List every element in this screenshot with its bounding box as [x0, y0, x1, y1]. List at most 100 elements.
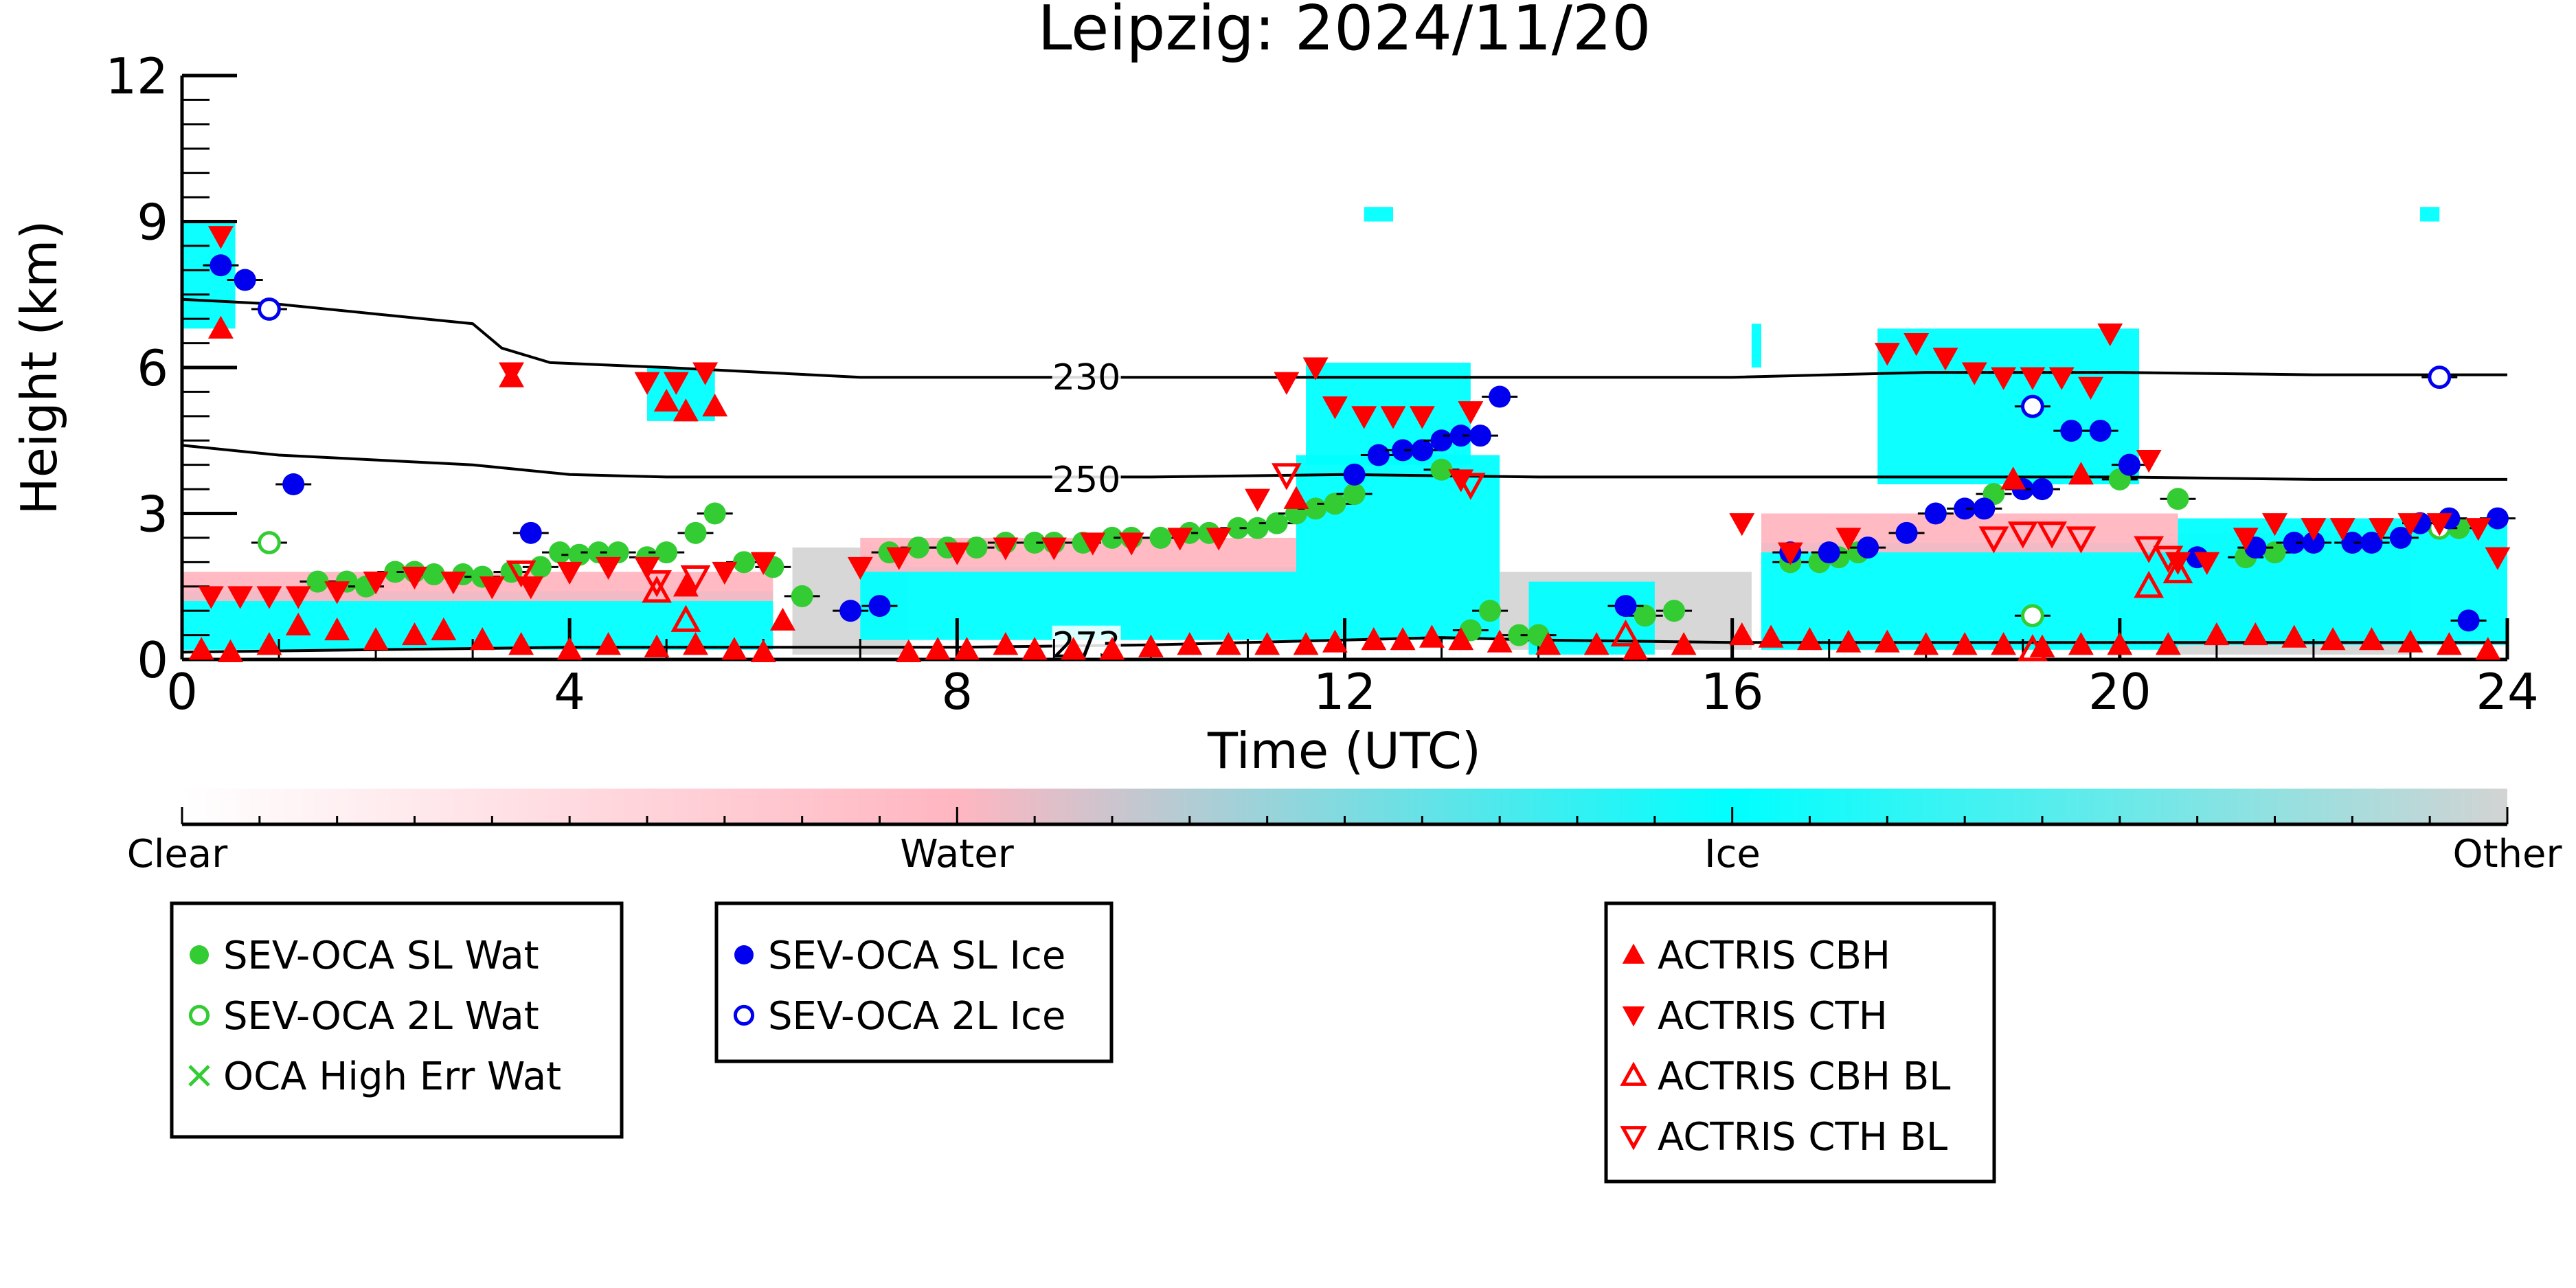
data-point	[596, 632, 622, 655]
data-point	[993, 537, 1019, 561]
data-point	[2263, 541, 2286, 564]
legends: SEV-OCA SL Wat SEV-OCA 2L Wat OCA High Err…	[170, 901, 1996, 1184]
colorbar-label-water: Water	[900, 832, 1015, 877]
data-point	[1272, 463, 1302, 490]
x-tick-label: 4	[554, 663, 585, 721]
colorbar-ticks	[181, 807, 2509, 824]
data-point	[847, 556, 873, 580]
data-point	[2341, 532, 2364, 554]
y-tick-label: 9	[137, 194, 168, 251]
data-point	[2018, 634, 2048, 662]
legend-marker	[190, 945, 209, 964]
data-point	[684, 521, 707, 544]
x-tick-label: 12	[1313, 663, 1377, 721]
data-point	[1978, 526, 2009, 554]
data-point	[431, 617, 457, 641]
data-point	[1932, 348, 1958, 371]
chart-title: Leipzig: 2024/11/20	[1037, 0, 1651, 65]
data-point	[2060, 420, 2083, 442]
data-point	[1489, 385, 1511, 408]
data-point	[556, 637, 583, 660]
series-sev-oca-sl-ice	[203, 254, 2516, 632]
chart-title-group: Leipzig: 2024/11/20	[1037, 0, 1651, 65]
data-point	[1099, 637, 1125, 660]
legend-box-3: ACTRIS CBH ACTRIS CTH ACTRIS CBH BL ACTRIS …	[1604, 901, 1996, 1184]
colorbar-label-ice: Ice	[1704, 832, 1761, 877]
data-point	[1367, 444, 1390, 466]
data-point	[1177, 632, 1203, 655]
data-point	[422, 563, 445, 586]
data-point	[1322, 396, 1348, 420]
data-point	[2281, 624, 2307, 648]
data-point	[285, 586, 311, 609]
data-point	[1118, 532, 1144, 556]
data-point	[1061, 637, 1087, 660]
colorbar-label-clear: Clear	[127, 832, 228, 877]
data-point	[896, 639, 922, 662]
data-point	[469, 627, 495, 651]
data-point	[1991, 632, 2017, 655]
data-point	[634, 556, 660, 580]
data-point	[198, 586, 224, 609]
data-point	[683, 632, 708, 655]
data-point	[2485, 547, 2511, 570]
legend-box-2: SEV-OCA SL Ice SEV-OCA 2L Ice	[714, 901, 1114, 1063]
data-point	[256, 632, 282, 655]
data-point	[2360, 532, 2383, 554]
data-point	[750, 639, 776, 662]
data-point	[1954, 497, 1976, 520]
data-point	[2389, 526, 2412, 549]
legend-label: OCA High Err Wat	[223, 1054, 561, 1099]
data-point	[2118, 453, 2140, 476]
isotherm-label-bg	[1052, 460, 1121, 495]
data-point	[256, 586, 282, 609]
data-point	[2020, 604, 2044, 628]
data-point	[1080, 532, 1106, 556]
data-point	[1390, 627, 1416, 651]
series-actris-cth-bl	[506, 463, 2184, 598]
series-sev-oca-2l-ice	[251, 297, 2458, 418]
data-point	[1101, 526, 1123, 549]
data-point	[2134, 571, 2164, 598]
class-region-ice	[1877, 328, 2140, 484]
data-point	[1924, 502, 1947, 525]
data-point	[479, 576, 505, 600]
data-point	[2204, 622, 2230, 646]
data-point	[2037, 521, 2067, 549]
data-point	[1758, 624, 1784, 648]
data-point	[680, 565, 711, 593]
data-point	[2320, 627, 2346, 651]
data-point	[1729, 622, 1755, 646]
data-point	[519, 521, 542, 544]
data-point	[2233, 528, 2259, 551]
data-point	[1041, 537, 1067, 561]
data-point	[499, 362, 524, 385]
data-point	[285, 612, 311, 635]
legend-label: ACTRIS CBH BL	[1658, 1054, 1950, 1099]
data-point	[1449, 425, 1472, 447]
data-point	[2428, 365, 2452, 389]
data-point	[663, 372, 689, 395]
data-point	[2097, 323, 2123, 347]
series-actris-cbh-bl	[642, 556, 2193, 662]
data-point	[2048, 367, 2075, 390]
class-region-ice	[182, 221, 236, 329]
data-point	[953, 637, 980, 660]
data-point	[1322, 629, 1348, 653]
data-point	[518, 576, 544, 600]
data-point	[2329, 518, 2355, 541]
data-point	[1818, 541, 1840, 564]
data-point	[642, 576, 672, 603]
legend-label: ACTRIS CBH	[1658, 934, 1890, 978]
data-point	[1458, 401, 1484, 425]
data-point	[1874, 629, 1900, 653]
data-point	[2107, 632, 2133, 655]
legend-label: ACTRIS CTH BL	[1658, 1115, 1947, 1160]
isotherm-line-230	[181, 297, 2507, 379]
data-point	[2283, 532, 2305, 554]
data-point	[1343, 483, 1366, 506]
data-point	[1430, 429, 1453, 452]
data-point	[721, 637, 747, 660]
data-point	[1206, 528, 1232, 551]
